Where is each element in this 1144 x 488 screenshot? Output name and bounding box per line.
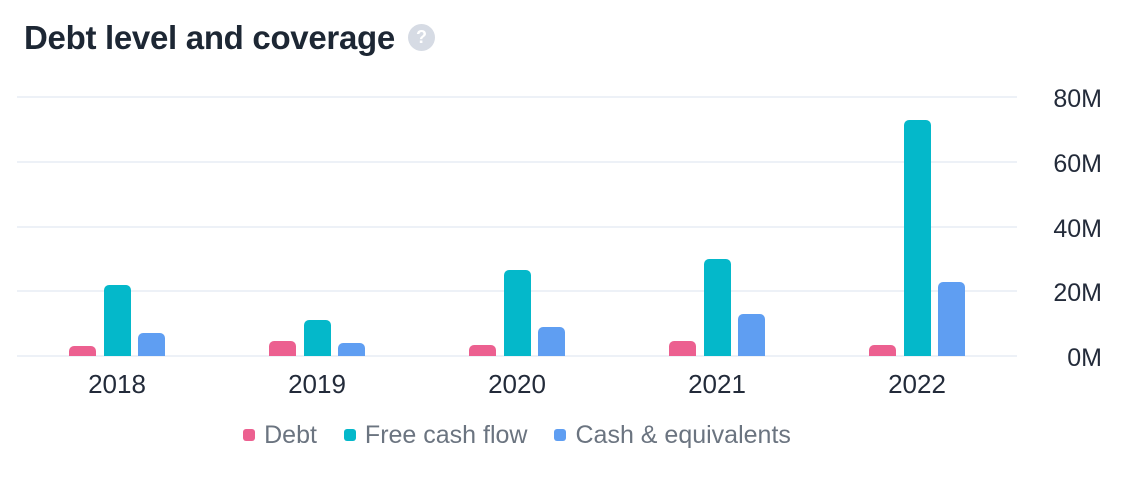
gridline-40M xyxy=(17,225,1017,228)
chart-title: Debt level and coverage xyxy=(24,19,395,56)
bar-cash-equivalents-2020[interactable] xyxy=(538,327,565,356)
bar-debt-2019[interactable] xyxy=(269,341,296,356)
x-axis-label-2019: 2019 xyxy=(288,369,346,399)
bar-cash-equivalents-2019[interactable] xyxy=(338,343,365,356)
bar-debt-2021[interactable] xyxy=(669,341,696,356)
bar-debt-2018[interactable] xyxy=(69,346,96,356)
chart-header: Debt level and coverage ? xyxy=(24,18,435,58)
bar-cash-equivalents-2022[interactable] xyxy=(938,282,965,356)
gridline-0M xyxy=(17,355,1017,357)
gridline-60M xyxy=(17,160,1017,163)
x-axis-label-2022: 2022 xyxy=(888,369,946,399)
legend-label-debt: Debt xyxy=(264,421,317,449)
bar-free-cash-flow-2019[interactable] xyxy=(303,320,331,356)
legend-label-free-cash-flow: Free cash flow xyxy=(364,421,528,449)
chart-legend: Debt Free cash flow Cash & equivalents xyxy=(17,420,1017,450)
bar-debt-2020[interactable] xyxy=(469,345,496,356)
bar-free-cash-flow-2022[interactable] xyxy=(903,120,931,356)
bar-free-cash-flow-2021[interactable] xyxy=(703,259,731,356)
legend-swatch-free-cash-flow xyxy=(343,429,356,441)
legend-item-free-cash-flow[interactable]: Free cash flow xyxy=(343,420,528,450)
legend-item-cash-equivalents[interactable]: Cash & equivalents xyxy=(554,420,791,450)
legend-label-cash-equivalents: Cash & equivalents xyxy=(575,421,791,449)
x-axis-label-2020: 2020 xyxy=(488,369,546,399)
y-axis-tick-label-80M: 80M xyxy=(1053,85,1102,113)
legend-swatch-cash-equivalents xyxy=(554,429,567,441)
y-axis-tick-label-0M: 0M xyxy=(1067,344,1102,372)
help-icon[interactable]: ? xyxy=(407,24,435,52)
y-axis-tick-label-60M: 60M xyxy=(1053,149,1102,178)
legend-swatch-debt xyxy=(243,429,256,441)
bar-debt-2022[interactable] xyxy=(869,345,896,356)
bar-free-cash-flow-2020[interactable] xyxy=(503,270,531,356)
gridline-80M xyxy=(17,96,1017,98)
bar-cash-equivalents-2021[interactable] xyxy=(738,314,765,356)
x-axis-label-2018: 2018 xyxy=(88,369,146,399)
legend-item-debt[interactable]: Debt xyxy=(243,420,317,450)
y-axis-tick-label-40M: 40M xyxy=(1053,214,1102,243)
y-axis-tick-label-20M: 20M xyxy=(1053,279,1102,308)
bar-cash-equivalents-2018[interactable] xyxy=(138,333,165,356)
x-axis-label-2021: 2021 xyxy=(688,369,746,399)
bar-free-cash-flow-2018[interactable] xyxy=(103,285,131,356)
